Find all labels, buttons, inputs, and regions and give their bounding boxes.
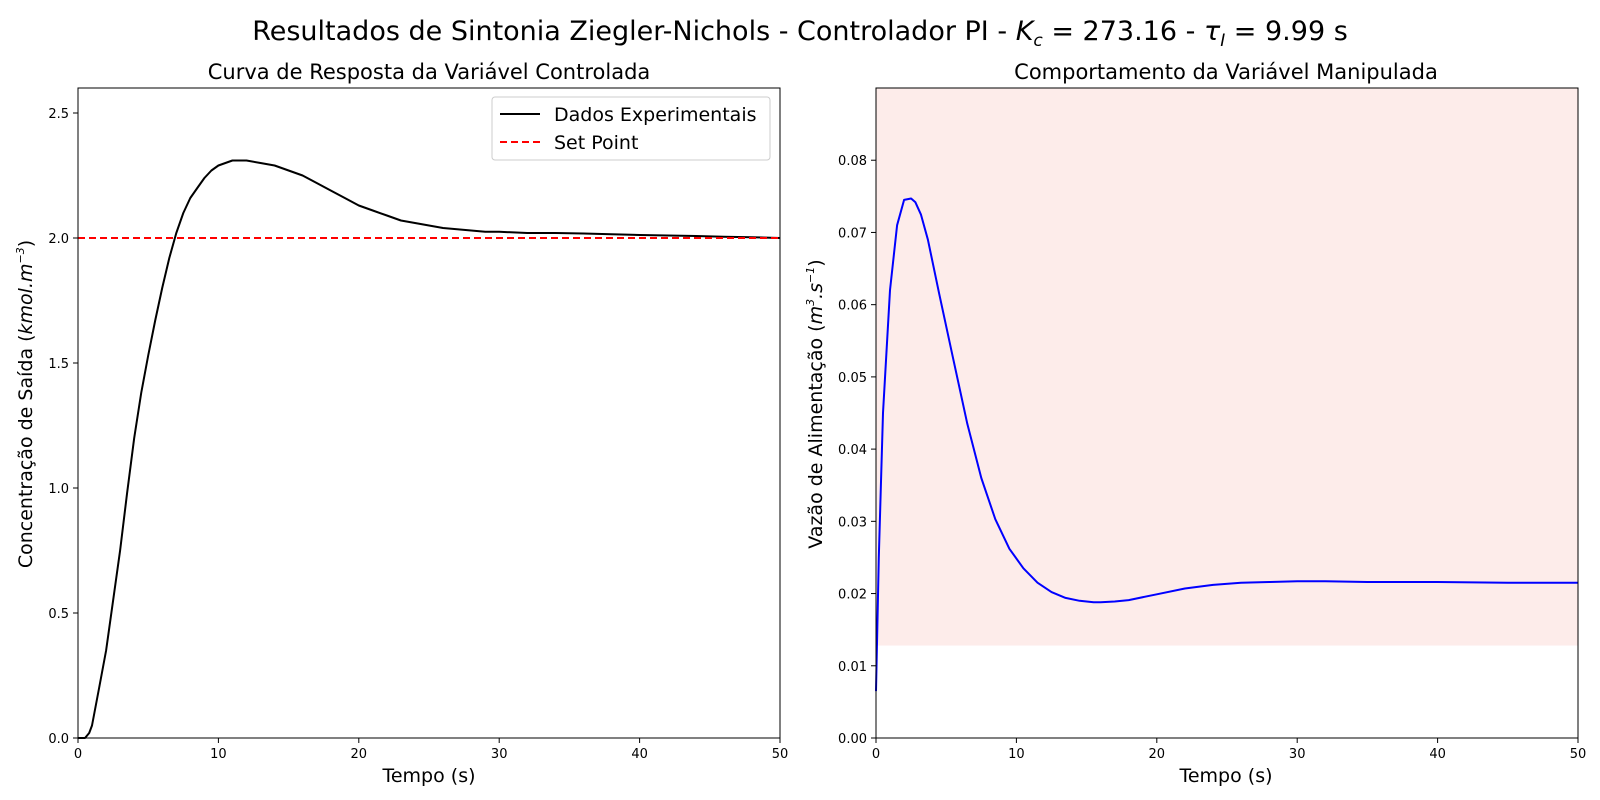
- left-axes-frame: [77, 87, 781, 739]
- right-chart-title: Comportamento da Variável Manipulada: [1014, 60, 1438, 84]
- right-y-tick-label: 0.00: [838, 732, 867, 747]
- left-y-axis-label: Concentração de Saída (kmol.m−3): [14, 240, 37, 568]
- right-x-tick-label: 50: [1570, 747, 1587, 762]
- right-y-tick-label: 0.06: [838, 299, 867, 314]
- right-y-tick-label: 0.07: [838, 226, 867, 241]
- right-series-line0: [875, 197, 1578, 692]
- right-x-tick-label: 30: [1289, 747, 1306, 762]
- right-x-tick-label: 20: [1149, 747, 1166, 762]
- left-chart-title: Curva de Resposta da Variável Controlada: [208, 60, 651, 84]
- left-x-tick-label: 0: [74, 747, 82, 762]
- legend-label-setpoint: Set Point: [554, 132, 638, 154]
- right-y-tick-label: 0.01: [838, 660, 867, 675]
- left-y-tick-label: 1.5: [48, 357, 69, 372]
- right-y-tick-label: 0.05: [838, 371, 867, 386]
- left-series-dados-experimentais: [78, 159, 781, 739]
- legend-box: [491, 96, 771, 161]
- left-y-tick-label: 0.5: [48, 607, 69, 622]
- left-y-tick-label: 1.0: [48, 482, 69, 497]
- left-y-tick-label: 2.5: [48, 107, 69, 122]
- right-plot-area: 0 10 20 30 40 50 0.00 0.01 0.02 0.03 0.04 0.05 0.06 0…: [838, 87, 1587, 762]
- left-y-tick-label: 2.0: [48, 232, 69, 247]
- right-x-tick-label: 0: [872, 747, 880, 762]
- right-y-tick-label: 0.02: [838, 588, 867, 603]
- left-plot-area: 0 10 20 30 40 50 0.0 0.5 1.0 1.5 2.0 2.5: [48, 87, 789, 762]
- figure-title: Resultados de Sintonia Ziegler-Nichols -…: [252, 16, 1348, 51]
- right-x-axis-label: Tempo (s): [1178, 765, 1272, 787]
- left-x-tick-label: 40: [631, 747, 648, 762]
- legend-label-experimental: Dados Experimentais: [554, 104, 757, 126]
- right-y-tick-label: 0.08: [838, 154, 867, 169]
- controlled-variable-chart: Curva de Resposta da Variável Controlada…: [14, 60, 788, 787]
- left-y-tick-label: 0.0: [48, 732, 69, 747]
- left-x-tick-label: 10: [210, 747, 227, 762]
- left-x-tick-label: 20: [351, 747, 368, 762]
- manipulated-variable-chart: Comportamento da Variável Manipulada 0 10…: [804, 60, 1586, 787]
- right-x-tick-label: 40: [1429, 747, 1446, 762]
- left-x-axis-label: Tempo (s): [381, 765, 475, 787]
- right-y-tick-label: 0.04: [838, 443, 867, 458]
- right-y-tick-label: 0.03: [838, 515, 867, 530]
- right-shaded-band: [876, 88, 1578, 646]
- legend: Dados Experimentais Set Point: [491, 96, 771, 161]
- right-axes-frame: [875, 87, 1579, 739]
- right-y-axis-label: Vazão de Alimentação (m3.s−1): [804, 259, 827, 548]
- left-x-tick-label: 50: [772, 747, 789, 762]
- left-x-tick-label: 30: [491, 747, 508, 762]
- right-x-tick-label: 10: [1008, 747, 1025, 762]
